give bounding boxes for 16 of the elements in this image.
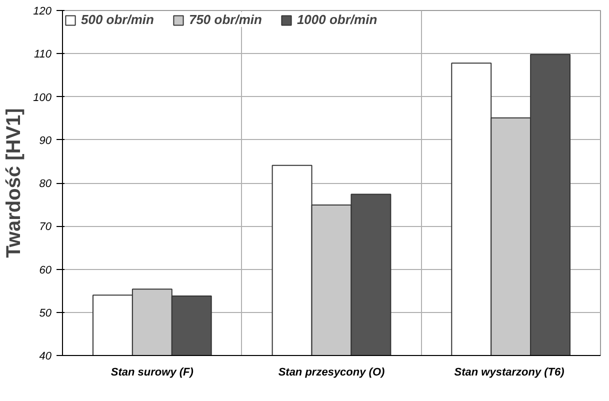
y-axis-title: Twardość [HV1]	[3, 108, 26, 258]
y-tick-label: 50	[39, 307, 52, 320]
y-tick-label: 110	[34, 48, 52, 61]
y-tick-label: 70	[39, 221, 52, 234]
legend-label: 750 obr/min	[188, 12, 262, 27]
x-tick-label: Stan surowy (F)	[110, 366, 194, 378]
legend-label: 1000 obr/min	[296, 12, 378, 27]
y-tick-label: 80	[39, 178, 52, 190]
y-tick-label: 60	[39, 264, 52, 276]
y-tick-label: 100	[33, 92, 52, 104]
y-tick-label: 40	[39, 350, 52, 362]
x-tick-label: Stan wystarzony (T6)	[454, 366, 565, 378]
y-tick-label: 90	[39, 134, 52, 147]
y-tick-label: 120	[33, 6, 52, 18]
x-tick-label: Stan przesycony (O)	[278, 366, 386, 378]
legend-label: 500 obr/min	[81, 12, 154, 27]
